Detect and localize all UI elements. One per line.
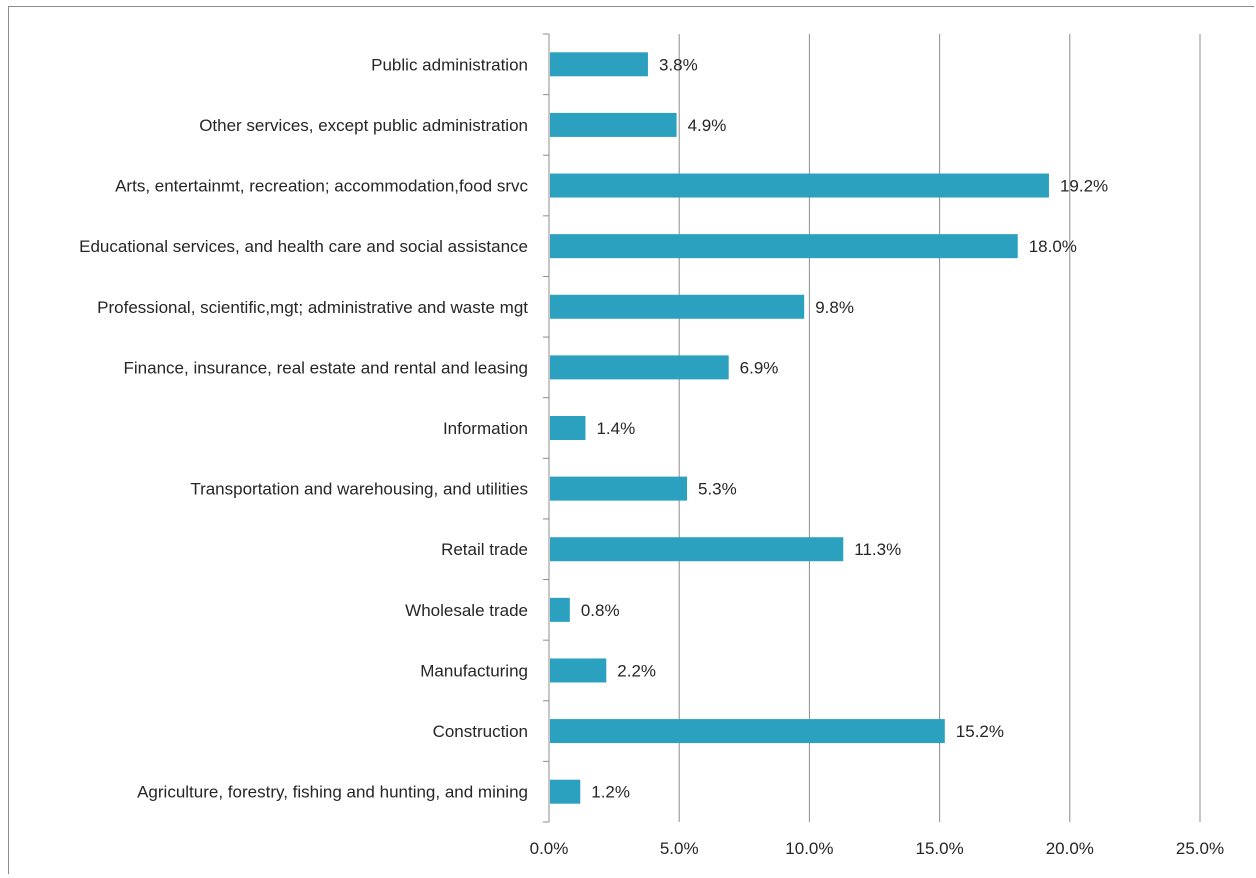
data-label: 0.8% (581, 601, 620, 620)
data-labels: 3.8% 4.9% 19.2% 18.0% 9.8% 6.9% 1.4% 5.3% 11.3% 0… (581, 55, 1108, 801)
x-tick-label: 5.0% (660, 839, 699, 858)
category-label: Finance, insurance, real estate and rent… (124, 358, 528, 377)
bar (550, 294, 805, 319)
y-axis (543, 33, 550, 823)
data-label: 1.2% (591, 783, 630, 802)
data-label: 19.2% (1060, 177, 1108, 196)
category-label: Manufacturing (420, 661, 528, 680)
category-label: Agriculture, forestry, fishing and hunti… (137, 783, 528, 802)
bar (550, 234, 1018, 259)
bar (550, 112, 677, 137)
data-label: 15.2% (956, 722, 1004, 741)
data-label: 18.0% (1029, 237, 1077, 256)
data-label: 1.4% (596, 419, 635, 438)
data-label: 5.3% (698, 480, 737, 499)
bar (550, 52, 648, 77)
data-label: 3.8% (659, 55, 698, 74)
category-label: Wholesale trade (405, 601, 528, 620)
x-tick-label: 15.0% (915, 839, 963, 858)
category-label: Public administration (371, 55, 528, 74)
bar (550, 537, 844, 562)
x-tick-label: 10.0% (785, 839, 833, 858)
bars (550, 52, 1049, 804)
category-label: Educational services, and health care an… (79, 237, 528, 256)
gridlines (678, 34, 1201, 822)
x-tick-label: 20.0% (1046, 839, 1094, 858)
bar (550, 476, 688, 501)
data-label: 4.9% (688, 116, 727, 135)
bar (550, 173, 1049, 198)
bar (550, 355, 729, 380)
category-label: Other services, except public administra… (199, 116, 528, 135)
data-label: 11.3% (854, 540, 901, 559)
category-label: Construction (433, 722, 528, 741)
category-label: Retail trade (441, 540, 528, 559)
chart-frame (8, 6, 1254, 874)
bar (550, 719, 945, 744)
x-axis-tick-labels: 0.0% 5.0% 10.0% 15.0% 20.0% 25.0% (530, 839, 1224, 858)
bar (550, 658, 607, 683)
x-tick-label: 0.0% (530, 839, 569, 858)
category-label: Professional, scientific,mgt; administra… (97, 298, 528, 317)
category-label: Transportation and warehousing, and util… (190, 480, 528, 499)
data-label: 6.9% (740, 358, 779, 377)
x-tick-label: 25.0% (1176, 839, 1224, 858)
bar (550, 779, 581, 804)
data-label: 2.2% (617, 661, 656, 680)
category-label: Information (443, 419, 528, 438)
bar (550, 597, 570, 622)
data-label: 9.8% (815, 298, 854, 317)
category-label: Arts, entertainmt, recreation; accommoda… (115, 177, 528, 196)
bar (550, 416, 586, 440)
category-labels: Public administration Other services, exc… (79, 55, 528, 801)
